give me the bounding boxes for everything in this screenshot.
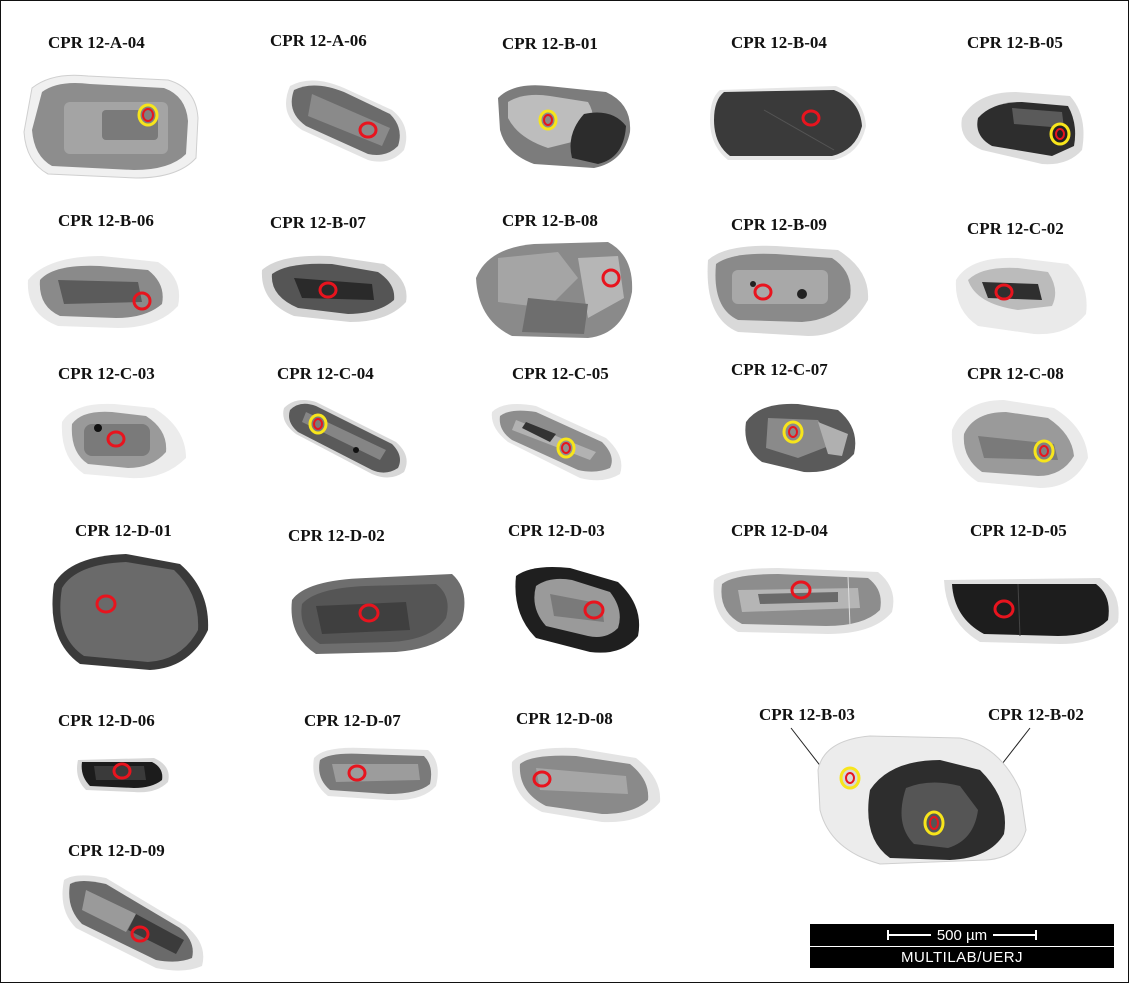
zircon-grain-d01 xyxy=(52,554,209,670)
grain-label: CPR 12-D-05 xyxy=(970,521,1067,540)
spot-yellow-icon xyxy=(1033,439,1055,463)
grain-label: CPR 12-D-01 xyxy=(75,521,172,540)
spot-yellow-icon xyxy=(137,103,159,127)
zircon-grain-b07 xyxy=(261,255,407,322)
spot-red-icon xyxy=(801,109,821,127)
grain-label: CPR 12-C-03 xyxy=(58,364,155,383)
grain-label: CPR 12-D-06 xyxy=(58,711,155,730)
grain-label: CPR 12-D-09 xyxy=(68,841,165,860)
zircon-grain-b02-b03 xyxy=(817,735,1027,865)
spot-yellow-icon xyxy=(782,420,804,444)
zircon-grain-b04 xyxy=(710,86,866,160)
zircon-grain-b01 xyxy=(498,85,631,168)
spot-yellow-icon xyxy=(839,766,861,790)
scale-tick-left xyxy=(886,930,931,940)
scale-length-label: 500 µm xyxy=(936,926,988,944)
grain-label: CPR 12-D-02 xyxy=(288,526,385,545)
grain-label: CPR 12-D-03 xyxy=(508,521,605,540)
grain-label: CPR 12-B-06 xyxy=(58,211,154,230)
grain-label: CPR 12-B-08 xyxy=(502,211,598,230)
spot-red-icon xyxy=(130,925,150,943)
zircon-grain-d07 xyxy=(313,747,438,801)
grain-label: CPR 12-B-07 xyxy=(270,213,366,232)
spot-red-icon xyxy=(790,580,812,600)
spot-yellow-icon xyxy=(538,109,558,131)
zircon-grain-b06 xyxy=(27,256,180,328)
lab-credit: MULTILAB/UERJ xyxy=(900,949,1024,966)
spot-red-icon xyxy=(318,281,338,299)
zircon-grain-c05 xyxy=(491,404,622,481)
zircon-grain-d03 xyxy=(515,567,640,653)
grain-label: CPR 12-C-05 xyxy=(512,364,609,383)
spot-red-icon xyxy=(753,283,773,301)
zircon-grain-b08 xyxy=(476,242,633,338)
zircon-grain-d04 xyxy=(713,568,894,634)
zircon-grain-c08 xyxy=(951,400,1088,488)
zircon-grain-d06 xyxy=(77,758,169,793)
zircon-grain-c03 xyxy=(61,403,186,479)
zircon-grain-d02 xyxy=(291,574,465,654)
spot-red-icon xyxy=(532,770,552,788)
spot-red-icon xyxy=(993,599,1015,619)
spot-yellow-icon xyxy=(1049,122,1071,146)
grain-label: CPR 12-D-07 xyxy=(304,711,401,730)
grain-label: CPR 12-B-05 xyxy=(967,33,1063,52)
zircon-grain-b09 xyxy=(707,245,869,336)
grain-label: CPR 12-B-09 xyxy=(731,215,827,234)
zircon-grain-b05 xyxy=(961,92,1084,165)
spot-red-icon xyxy=(583,600,605,620)
spot-red-icon xyxy=(994,283,1014,301)
spot-red-icon xyxy=(106,430,126,448)
grain-label: CPR 12-B-03 xyxy=(759,705,855,724)
spot-yellow-icon xyxy=(556,437,576,459)
grain-label: CPR 12-D-08 xyxy=(516,709,613,728)
grain-label: CPR 12-B-02 xyxy=(988,705,1084,724)
zircon-grain-c07 xyxy=(745,403,856,473)
grain-label: CPR 12-C-08 xyxy=(967,364,1064,383)
spot-red-icon xyxy=(601,268,621,288)
grain-label: CPR 12-B-04 xyxy=(731,33,827,52)
zircon-grain-c02 xyxy=(955,257,1087,335)
spot-red-icon xyxy=(347,764,367,782)
spot-red-icon xyxy=(112,762,132,780)
spot-red-icon xyxy=(358,603,380,623)
zircon-grain-a06 xyxy=(286,80,407,162)
grain-label: CPR 12-C-04 xyxy=(277,364,374,383)
grain-label: CPR 12-A-06 xyxy=(270,31,367,50)
spot-red-icon xyxy=(132,291,152,311)
zircon-grain-c04 xyxy=(283,400,407,478)
scale-tick-right xyxy=(993,930,1038,940)
spot-yellow-icon xyxy=(308,413,328,435)
spot-yellow-icon xyxy=(923,810,945,836)
grain-label: CPR 12-B-01 xyxy=(502,34,598,53)
zircon-grain-d05 xyxy=(944,578,1119,644)
zircon-grain-a04 xyxy=(23,74,199,179)
grain-label: CPR 12-D-04 xyxy=(731,521,828,540)
zircon-grain-d09 xyxy=(62,875,204,971)
grain-label: CPR 12-C-02 xyxy=(967,219,1064,238)
grain-label: CPR 12-C-07 xyxy=(731,360,828,379)
spot-red-icon xyxy=(95,594,117,614)
spot-red-icon xyxy=(358,121,378,139)
zircon-grain-d08 xyxy=(511,747,661,823)
grain-label: CPR 12-A-04 xyxy=(48,33,145,52)
scale-bar: 500 µm MULTILAB/UERJ xyxy=(810,924,1114,968)
